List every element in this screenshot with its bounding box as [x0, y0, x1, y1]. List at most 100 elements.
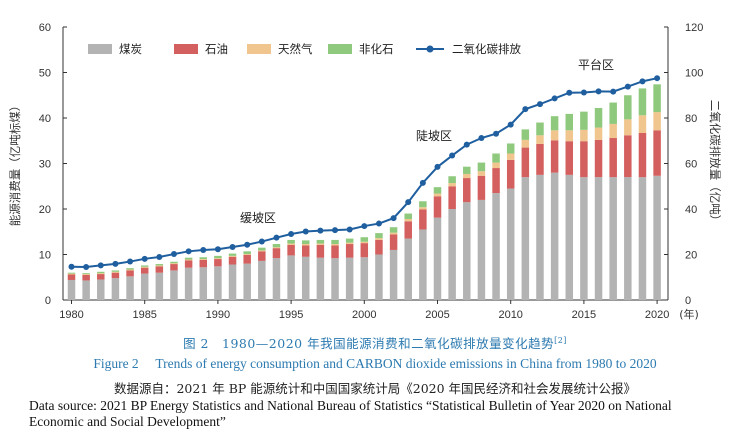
- bar-segment: [506, 153, 515, 160]
- bar-segment: [184, 260, 193, 268]
- co2-data-point: [288, 231, 295, 238]
- co2-data-point: [258, 238, 265, 245]
- bar-segment: [433, 217, 442, 300]
- co2-data-point: [434, 163, 441, 170]
- bar-segment: [594, 139, 603, 178]
- bar-segment: [97, 279, 105, 300]
- bar-segment: [609, 138, 617, 178]
- bar-segment: [521, 129, 530, 140]
- bar-segment: [199, 259, 208, 268]
- bar-segment: [331, 245, 339, 259]
- co2-data-point: [610, 88, 617, 95]
- bar-segment: [126, 270, 134, 277]
- co2-data-point: [522, 106, 529, 113]
- bar-segment: [82, 274, 90, 275]
- bar-segment: [82, 274, 90, 281]
- bar-segment: [258, 251, 266, 261]
- bar-segment: [565, 130, 574, 142]
- bar-segment: [345, 238, 354, 243]
- bar-segment: [272, 248, 281, 259]
- bar-segment: [67, 279, 76, 300]
- bar-segment: [316, 244, 325, 258]
- bar-segment: [550, 116, 559, 131]
- bar-segment: [155, 272, 164, 300]
- y-right-tick-label: 100: [685, 68, 703, 80]
- bar-segment: [550, 130, 559, 141]
- co2-data-point: [654, 75, 661, 82]
- bar-segment: [155, 265, 164, 267]
- bar-segment: [375, 254, 383, 300]
- bar-segment: [609, 102, 617, 124]
- y-left-tick-label: 40: [39, 113, 51, 125]
- bar-segment: [638, 115, 647, 134]
- bar-segment: [82, 273, 90, 275]
- y-left-tick-label: 0: [45, 295, 51, 307]
- bar-segment: [184, 259, 193, 261]
- co2-data-point: [97, 262, 104, 269]
- y-right-tick-label: 120: [685, 22, 703, 34]
- bar-segment: [67, 274, 76, 280]
- co2-data-point: [536, 101, 543, 108]
- bar-segment: [67, 273, 76, 275]
- y-left-tick-label: 50: [39, 68, 51, 80]
- bar-segment: [492, 168, 500, 194]
- legend-swatch: [88, 44, 112, 54]
- co2-data-point: [317, 227, 324, 234]
- bar-segment: [243, 263, 251, 300]
- bar-segment: [653, 84, 661, 113]
- bar-segment: [463, 166, 471, 174]
- bar-segment: [360, 257, 369, 300]
- x-tick-label: 2020: [645, 309, 669, 321]
- x-tick-label: 1980: [59, 309, 83, 321]
- co2-data-point: [390, 215, 397, 222]
- y-left-axis-title: 能源消费量（亿吨标煤）: [8, 100, 22, 227]
- co2-data-point: [493, 130, 500, 137]
- bar-segment: [184, 257, 193, 260]
- bar-segment: [594, 127, 603, 140]
- bar-segment: [345, 257, 354, 300]
- bar-segment: [594, 107, 603, 128]
- bar-segment: [258, 260, 266, 300]
- bar-segment: [609, 123, 617, 139]
- bar-segment: [111, 271, 120, 273]
- bar-segment: [536, 122, 544, 136]
- bar-segment: [170, 264, 178, 271]
- bar-segment: [419, 201, 427, 208]
- x-tick-label: 2000: [352, 309, 376, 321]
- legend-swatch: [328, 44, 352, 54]
- co2-data-point: [332, 227, 339, 234]
- bar-segment: [463, 173, 471, 179]
- bar-segment: [97, 271, 105, 274]
- bar-segment: [419, 209, 427, 230]
- bar-segment: [126, 269, 134, 271]
- bar-segment: [184, 267, 193, 300]
- bar-segment: [155, 264, 164, 266]
- legend-label: 石油: [205, 42, 228, 56]
- bar-segment: [375, 239, 383, 255]
- y-right-tick-label: 60: [685, 159, 697, 171]
- bar-segment: [624, 135, 632, 178]
- phase-annotation: 陡坡区: [416, 129, 452, 143]
- co2-data-point: [214, 246, 221, 253]
- bar-segment: [624, 177, 632, 300]
- figure-title-cn-text: 图 2 1980—2020 年我国能源消费和二氧化碳排放量变化趋势: [183, 336, 555, 351]
- bar-segment: [345, 244, 354, 258]
- co2-data-point: [302, 228, 309, 235]
- bar-segment: [258, 247, 266, 251]
- bar-segment: [448, 183, 456, 187]
- bar-segment: [404, 219, 412, 222]
- co2-data-point: [127, 258, 134, 265]
- bar-segment: [448, 176, 456, 184]
- bar-segment: [67, 272, 76, 274]
- bar-segment: [170, 263, 178, 265]
- bar-segment: [419, 229, 427, 300]
- bar-segment: [170, 270, 178, 300]
- co2-data-point: [551, 95, 558, 102]
- legend-label: 二氧化碳排放: [452, 42, 521, 56]
- bar-segment: [140, 265, 149, 267]
- bar-segment: [389, 249, 398, 300]
- bar-segment: [463, 178, 471, 203]
- bar-segment: [228, 256, 237, 265]
- bar-segment: [565, 141, 574, 175]
- y-right-tick-label: 0: [685, 295, 691, 307]
